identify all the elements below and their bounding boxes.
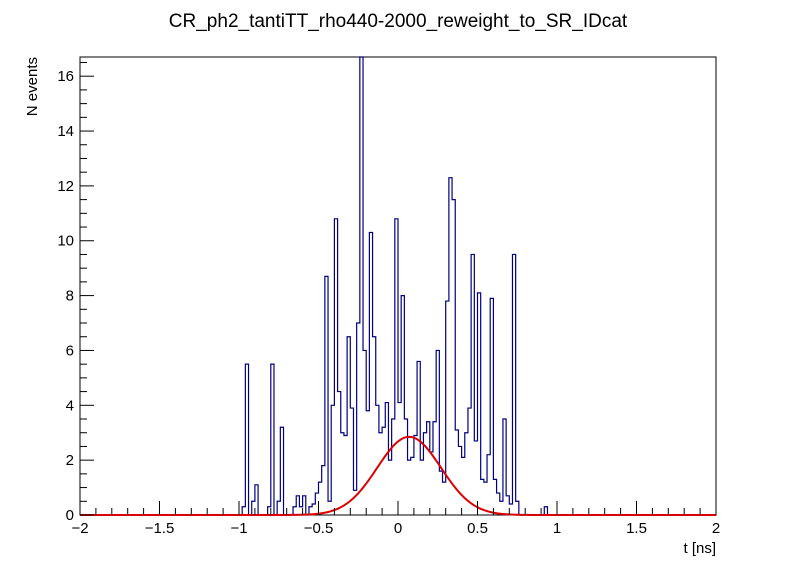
y-axis-label: N events	[24, 57, 41, 116]
histogram-bin	[439, 471, 442, 515]
histogram-bin	[401, 296, 404, 515]
x-tick-label: 2	[712, 520, 720, 537]
histogram-bin	[357, 323, 360, 515]
x-tick-label: −1.5	[145, 520, 175, 537]
y-tick-label: 0	[66, 507, 74, 524]
histogram-bin	[379, 433, 382, 515]
histogram-bin	[430, 452, 433, 515]
y-tick-label: 12	[57, 178, 74, 195]
histogram-bin	[293, 507, 296, 515]
histogram-bin	[366, 411, 369, 515]
histogram-bin	[544, 507, 547, 515]
histogram-bin	[328, 501, 331, 515]
histogram-bin	[497, 493, 500, 515]
y-tick-label: 14	[57, 123, 74, 140]
histogram-bin	[271, 364, 274, 515]
gaussian-fit-curve	[80, 435, 716, 516]
y-tick-label: 10	[57, 233, 74, 250]
histogram-bin	[360, 57, 363, 515]
x-axis: −2 −1.5 −1 −0.5 0 0.5 1 1.5 2	[71, 501, 720, 537]
histogram-bin	[468, 408, 471, 515]
histogram-bin	[436, 350, 439, 515]
x-tick-label: −1	[230, 520, 247, 537]
histogram-bin	[433, 422, 436, 515]
histogram-bin	[385, 403, 388, 515]
histogram-bin	[487, 455, 490, 515]
histogram-bin	[334, 219, 337, 515]
histogram-bin	[388, 460, 391, 515]
histogram-bin	[465, 433, 468, 515]
histogram-bin	[478, 293, 481, 515]
histogram-bin	[462, 457, 465, 515]
histogram-bin	[242, 507, 245, 515]
histogram-bin	[446, 301, 449, 515]
histogram-bin	[331, 405, 334, 515]
x-tick-label: 0	[394, 520, 402, 537]
histogram-bin	[369, 233, 372, 515]
histogram-bin	[420, 460, 423, 515]
histogram-bin	[452, 200, 455, 515]
histogram-bin	[408, 460, 411, 515]
chart-title: CR_ph2_tantiTT_rho440-2000_reweight_to_S…	[169, 11, 628, 32]
histogram-bin	[280, 427, 283, 515]
y-tick-label: 6	[66, 342, 74, 359]
histogram-bin	[325, 276, 328, 515]
x-tick-label: 1.5	[626, 520, 647, 537]
histogram-bin	[322, 466, 325, 515]
histogram-bin	[471, 254, 474, 515]
histogram-bin	[373, 337, 376, 515]
histogram-bin	[338, 392, 341, 515]
histogram-bin	[516, 501, 519, 515]
x-axis-label: t [ns]	[683, 540, 716, 557]
histogram-bin	[414, 435, 417, 515]
fit-layer	[80, 435, 716, 516]
y-axis: 0 2 4 6 8 10 12 14 16	[57, 61, 94, 524]
histogram-bin	[404, 419, 407, 515]
histogram-bin	[417, 361, 420, 515]
y-tick-label: 16	[57, 68, 74, 85]
histogram-bin	[512, 254, 515, 515]
histogram-bin	[395, 219, 398, 515]
histogram-bin	[245, 364, 248, 515]
histogram-bin	[363, 350, 366, 515]
histogram-bin	[382, 427, 385, 515]
histogram-bin	[392, 419, 395, 515]
histogram-bin	[296, 496, 299, 515]
histogram-outline	[80, 56, 716, 516]
x-tick-label: −2	[71, 520, 88, 537]
x-tick-label: 0.5	[467, 520, 488, 537]
histogram-bin	[347, 337, 350, 515]
y-tick-label: 2	[66, 452, 74, 469]
histogram-bin	[376, 405, 379, 515]
histogram-bin	[490, 298, 493, 515]
histogram-bin	[458, 446, 461, 515]
histogram-layer	[80, 56, 716, 516]
x-tick-label: −0.5	[304, 520, 334, 537]
y-tick-label: 4	[66, 397, 74, 414]
histogram-bin	[341, 433, 344, 515]
histogram-bin	[503, 419, 506, 515]
histogram-bin	[449, 178, 452, 515]
histogram-bin	[411, 457, 414, 515]
histogram-bin	[277, 501, 280, 515]
histogram-bin	[398, 403, 401, 515]
histogram-bin	[427, 422, 430, 515]
x-tick-label: 1	[553, 520, 561, 537]
y-tick-label: 8	[66, 288, 74, 305]
histogram-bin	[455, 430, 458, 515]
